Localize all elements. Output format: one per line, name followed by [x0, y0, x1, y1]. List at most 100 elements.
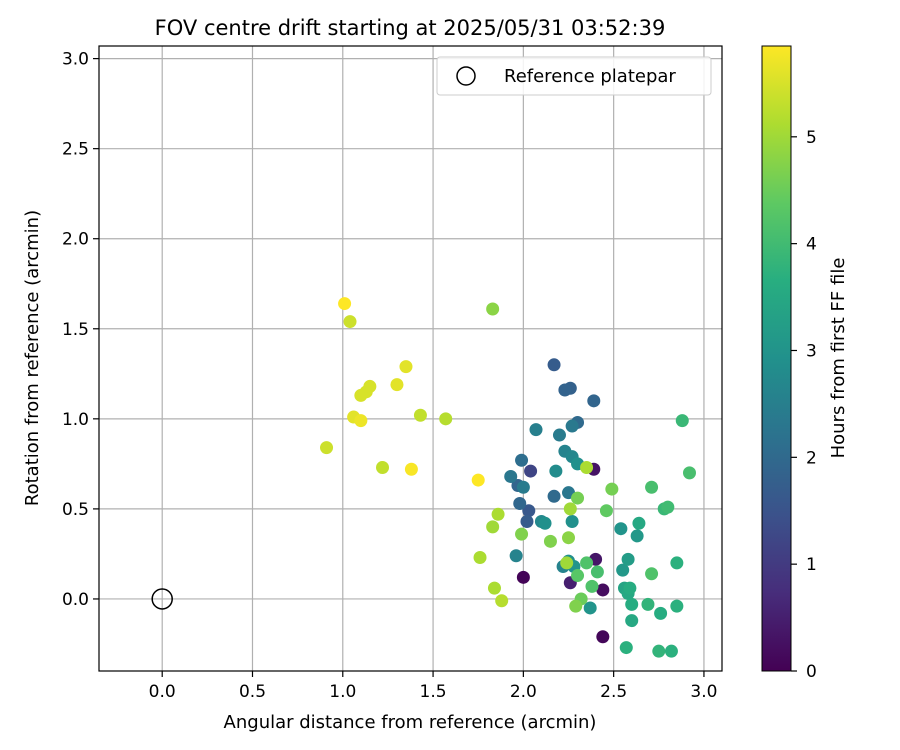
y-tick-label: 0.0 — [62, 590, 89, 610]
colorbar-tick-label: 0 — [806, 662, 817, 682]
legend-label: Reference platepar — [504, 66, 676, 87]
scatter-point — [513, 496, 527, 510]
scatter-point — [413, 408, 427, 422]
x-tick-label: 1.5 — [420, 682, 447, 702]
plot-frame — [98, 45, 723, 672]
scatter-point — [619, 641, 633, 655]
legend-marker-icon — [456, 66, 476, 86]
scatter-point — [587, 394, 601, 408]
x-tick-label: 2.0 — [510, 682, 537, 702]
scatter-point — [571, 569, 585, 583]
scatter-point — [632, 516, 646, 530]
scatter-point — [547, 358, 561, 372]
scatter-point — [621, 552, 635, 566]
scatter-point — [590, 565, 604, 579]
scatter-point — [664, 644, 678, 658]
chart-title: FOV centre drift starting at 2025/05/31 … — [155, 16, 666, 40]
scatter-point — [515, 453, 529, 467]
scatter-point — [630, 529, 644, 543]
x-tick-label: 1.0 — [329, 682, 356, 702]
reference-marker — [151, 588, 173, 610]
scatter-point — [495, 594, 509, 608]
scatter-point — [569, 599, 583, 613]
scatter-point — [605, 482, 619, 496]
scatter-point — [641, 597, 655, 611]
scatter-point — [580, 460, 594, 474]
legend-box — [436, 56, 712, 96]
scatter-point — [524, 464, 538, 478]
scatter-point — [552, 428, 566, 442]
y-axis-ticks: 0.0 0.5 1.0 1.5 2.0 2.5 3.0 — [62, 50, 99, 610]
scatter-point — [571, 491, 585, 505]
scatter-point — [585, 579, 599, 593]
scatter-point — [338, 297, 352, 311]
scatter-point — [515, 527, 529, 541]
scatter-point — [583, 601, 597, 615]
colorbar — [762, 46, 791, 671]
scatter-point — [473, 551, 487, 565]
scatter-point — [439, 412, 453, 426]
scatter-point — [547, 489, 561, 503]
scatter-point — [616, 563, 630, 577]
scatter-point — [538, 516, 552, 530]
x-axis-label: Angular distance from reference (arcmin) — [224, 712, 597, 733]
scatter-point — [343, 315, 357, 329]
scatter-point — [580, 556, 594, 570]
scatter-point — [614, 522, 628, 536]
y-tick-label: 0.5 — [62, 500, 89, 520]
scatter-point — [487, 581, 501, 595]
legend: Reference platepar — [436, 56, 712, 96]
colorbar-tick-label: 2 — [806, 448, 817, 468]
x-tick-label: 0.0 — [149, 682, 176, 702]
scatter-point — [682, 466, 696, 480]
colorbar-tick-label: 4 — [806, 235, 817, 255]
x-tick-label: 3.0 — [690, 682, 717, 702]
scatter-point — [504, 469, 518, 483]
y-axis-label: Rotation from reference (arcmin) — [22, 210, 43, 506]
grid-lines — [99, 46, 722, 671]
scatter-point — [623, 581, 637, 595]
scatter-point — [661, 500, 675, 514]
scatter-point — [565, 419, 579, 433]
y-tick-label: 2.5 — [62, 140, 89, 160]
x-tick-label: 0.5 — [239, 682, 266, 702]
scatter-point — [562, 531, 576, 545]
scatter-point — [404, 462, 418, 476]
y-tick-label: 3.0 — [62, 50, 89, 70]
scatter-point — [563, 502, 577, 516]
scatter-point — [491, 507, 505, 521]
y-tick-label: 1.0 — [62, 410, 89, 430]
scatter-point — [543, 534, 557, 548]
scatter-point — [516, 570, 530, 584]
scatter-point — [599, 504, 613, 518]
scatter-point — [354, 414, 368, 428]
scatter-point — [522, 504, 536, 518]
scatter-point — [486, 520, 500, 534]
scatter-point — [625, 597, 639, 611]
scatter-point — [645, 567, 659, 581]
scatter-point — [549, 464, 563, 478]
x-axis-ticks: 0.0 0.5 1.0 1.5 2.0 2.5 3.0 — [149, 671, 717, 702]
scatter-point — [652, 644, 666, 658]
colorbar-tick-label: 5 — [806, 128, 817, 148]
scatter-point — [363, 379, 377, 393]
scatter-point — [675, 414, 689, 428]
colorbar-ticks: 0 1 2 3 4 5 — [791, 128, 817, 682]
colorbar-tick-label: 1 — [806, 555, 817, 575]
y-tick-label: 1.5 — [62, 320, 89, 340]
scatter-point — [376, 460, 390, 474]
scatter-point — [670, 556, 684, 570]
colorbar-tick-label: 3 — [806, 341, 817, 361]
scatter-point — [509, 549, 523, 563]
scatter-point — [486, 302, 500, 316]
x-tick-label: 2.5 — [600, 682, 627, 702]
scatter-point — [558, 383, 572, 397]
scatter-point — [670, 599, 684, 613]
colorbar-frame — [761, 45, 792, 672]
scatter-point — [390, 378, 404, 392]
scatter-point — [645, 480, 659, 494]
scatter-point — [520, 515, 534, 529]
scatter-point — [529, 423, 543, 437]
scatter-point — [399, 360, 413, 374]
